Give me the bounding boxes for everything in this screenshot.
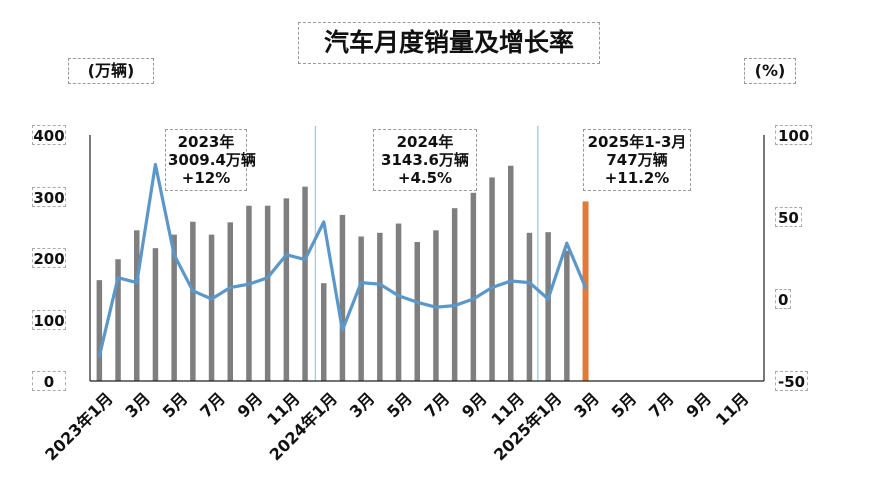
bar-16: [395, 223, 402, 381]
annotation-2025: 2025年1-3月 747万辆 +11.2%: [583, 129, 691, 191]
bar-2: [134, 230, 140, 381]
annotation-2023: 2023年 3009.4万辆 +12%: [165, 129, 256, 191]
x-tick-15: 7月: [645, 389, 678, 422]
annotation-2025-period: 2025年1-3月: [587, 133, 687, 151]
year-dividers: [314, 126, 539, 381]
bar-17: [414, 242, 420, 381]
left-tick-1: 100: [32, 309, 66, 330]
right-tick-3: 100: [775, 125, 813, 145]
x-tick-10: 9月: [458, 389, 491, 422]
right-tick-0: -50: [775, 371, 809, 391]
x-tick-1: 3月: [121, 389, 154, 422]
bar-20: [470, 192, 477, 381]
annotation-2025-growth: +11.2%: [604, 169, 670, 187]
bar-9: [264, 205, 271, 381]
bar-15: [377, 232, 383, 381]
bar-23: [526, 232, 533, 381]
bar-10: [283, 198, 290, 381]
left-tick-0: 0: [32, 371, 66, 391]
annotation-2023-year: 2023年: [177, 133, 235, 151]
x-tick-13: 3月: [570, 389, 603, 422]
bar-11: [302, 186, 308, 381]
bar-6: [208, 234, 215, 381]
right-axis-unit: (%): [744, 58, 796, 84]
left-tick-3: 300: [32, 186, 66, 207]
bar-14: [358, 236, 364, 381]
annotation-2024-growth: +4.5%: [397, 169, 453, 187]
x-tick-9: 7月: [421, 389, 454, 422]
left-axis-unit: (万辆): [68, 58, 154, 84]
bar-21: [489, 177, 495, 381]
bar-5: [190, 221, 196, 381]
bar-25: [564, 250, 570, 381]
x-tick-17: 11月: [712, 389, 753, 430]
annotation-2023-total: 3009.4万辆: [168, 151, 256, 169]
x-tick-14: 5月: [608, 389, 641, 422]
x-tick-0: 2023年1月: [41, 389, 116, 464]
axes: [89, 135, 765, 382]
left-tick-4: 400: [32, 125, 66, 145]
x-tick-3: 7月: [196, 389, 229, 422]
x-tick-2: 5月: [159, 389, 192, 422]
bar-7: [227, 222, 233, 381]
bar-26: [582, 201, 589, 381]
bar-4: [171, 234, 177, 381]
left-tick-2: 200: [32, 248, 66, 268]
bar-12: [321, 283, 327, 381]
bar-13: [339, 214, 346, 381]
annotation-2024: 2024年 3143.6万辆 +4.5%: [373, 129, 477, 191]
chart-title: 汽车月度销量及增长率: [298, 22, 600, 64]
growth-line-series: [97, 162, 588, 358]
x-tick-7: 3月: [346, 389, 379, 422]
bar-22: [508, 165, 514, 381]
bar-series: [96, 165, 589, 381]
bar-8: [246, 205, 252, 381]
annotation-2023-growth: +12%: [181, 169, 231, 187]
annotation-2025-total: 747万辆: [606, 151, 668, 169]
x-tick-8: 5月: [383, 389, 416, 422]
x-tick-4: 9月: [234, 389, 267, 422]
bar-1: [115, 259, 121, 381]
right-tick-1: 0: [775, 289, 792, 309]
bar-19: [451, 208, 458, 381]
growth-line: [97, 162, 588, 358]
x-tick-16: 9月: [682, 389, 715, 422]
annotation-2024-year: 2024年: [396, 133, 454, 151]
bar-0: [96, 280, 103, 381]
annotation-2024-total: 3143.6万辆: [381, 151, 469, 169]
bar-3: [152, 248, 159, 381]
right-tick-2: 50: [775, 207, 802, 227]
bar-24: [545, 232, 551, 381]
